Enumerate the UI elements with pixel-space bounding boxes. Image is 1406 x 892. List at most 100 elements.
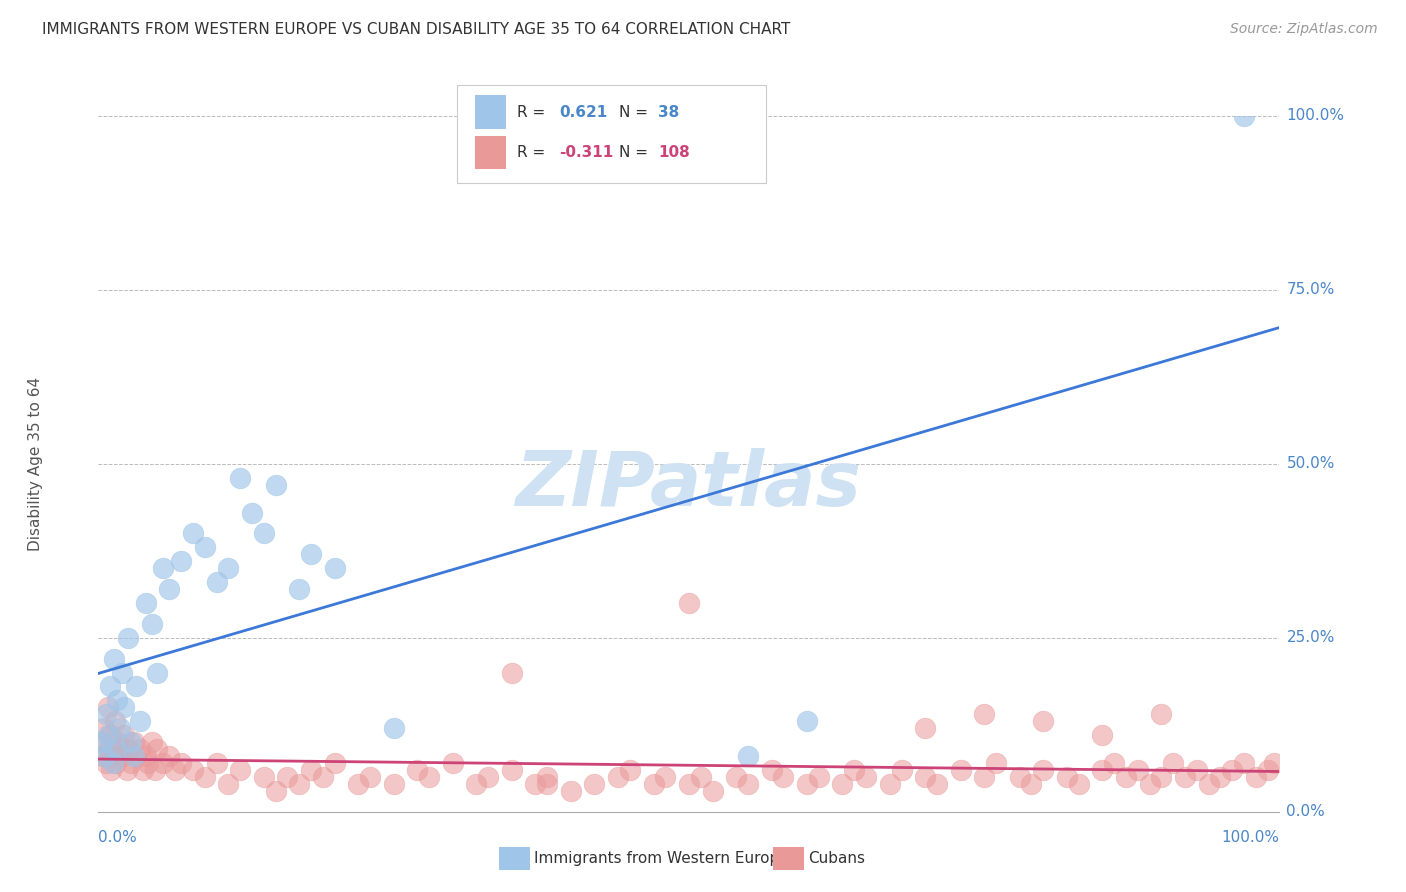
Point	[101, 749, 124, 764]
Point	[121, 756, 143, 770]
Point	[1032, 763, 1054, 777]
Point	[217, 777, 239, 791]
Point	[1067, 777, 1090, 791]
Point	[1257, 763, 1279, 777]
Point	[536, 770, 558, 784]
Point	[323, 561, 346, 575]
Point	[1139, 777, 1161, 791]
Point	[312, 770, 335, 784]
Text: 25.0%: 25.0%	[1286, 631, 1334, 645]
Point	[128, 714, 150, 729]
Point	[264, 477, 287, 491]
Point	[94, 707, 117, 722]
Point	[117, 742, 139, 756]
Text: ZIPatlas: ZIPatlas	[516, 448, 862, 522]
Point	[128, 742, 150, 756]
Point	[501, 665, 523, 680]
Point	[855, 770, 877, 784]
Point	[1185, 763, 1208, 777]
Point	[253, 526, 276, 541]
Point	[299, 547, 322, 561]
Text: 0.0%: 0.0%	[1286, 805, 1326, 819]
Point	[115, 763, 138, 777]
Point	[136, 756, 159, 770]
Point	[157, 749, 180, 764]
Point	[831, 777, 853, 791]
Point	[104, 714, 127, 729]
Point	[382, 721, 405, 735]
Point	[925, 777, 948, 791]
Point	[607, 770, 630, 784]
Point	[418, 770, 440, 784]
Point	[264, 784, 287, 798]
Point	[678, 596, 700, 610]
Point	[253, 770, 276, 784]
Point	[105, 756, 128, 770]
Point	[98, 742, 121, 756]
Point	[205, 756, 228, 770]
Point	[194, 541, 217, 555]
Point	[98, 680, 121, 694]
Point	[702, 784, 724, 798]
Point	[807, 770, 830, 784]
Point	[914, 770, 936, 784]
Point	[108, 742, 131, 756]
Point	[105, 742, 128, 756]
Point	[737, 749, 759, 764]
Point	[97, 728, 120, 742]
Point	[217, 561, 239, 575]
Point	[465, 777, 488, 791]
Point	[146, 742, 169, 756]
Point	[501, 763, 523, 777]
Point	[122, 735, 145, 749]
Point	[194, 770, 217, 784]
Point	[347, 777, 370, 791]
Point	[111, 749, 134, 764]
Point	[678, 777, 700, 791]
Point	[1198, 777, 1220, 791]
Point	[101, 756, 124, 770]
Point	[560, 784, 582, 798]
Point	[143, 763, 166, 777]
Point	[288, 582, 311, 596]
Point	[141, 616, 163, 631]
Point	[796, 714, 818, 729]
Point	[725, 770, 748, 784]
Point	[117, 631, 139, 645]
Point	[170, 554, 193, 568]
Point	[1220, 763, 1243, 777]
Point	[152, 561, 174, 575]
Text: 100.0%: 100.0%	[1222, 830, 1279, 845]
Point	[973, 770, 995, 784]
Point	[949, 763, 972, 777]
Point	[125, 749, 148, 764]
Point	[890, 763, 912, 777]
Point	[1021, 777, 1043, 791]
Point	[97, 700, 120, 714]
Point	[1209, 770, 1232, 784]
Point	[1233, 109, 1256, 123]
Text: Cubans: Cubans	[808, 852, 866, 866]
Point	[1161, 756, 1184, 770]
Point	[1244, 770, 1267, 784]
Point	[112, 700, 135, 714]
Point	[93, 749, 115, 764]
Point	[111, 665, 134, 680]
Point	[1102, 756, 1125, 770]
Point	[112, 728, 135, 742]
Text: IMMIGRANTS FROM WESTERN EUROPE VS CUBAN DISABILITY AGE 35 TO 64 CORRELATION CHAR: IMMIGRANTS FROM WESTERN EUROPE VS CUBAN …	[42, 22, 790, 37]
Point	[121, 735, 143, 749]
Point	[1150, 770, 1173, 784]
Point	[141, 735, 163, 749]
Point	[973, 707, 995, 722]
Text: 0.0%: 0.0%	[98, 830, 138, 845]
Point	[1174, 770, 1197, 784]
Point	[772, 770, 794, 784]
Point	[181, 763, 204, 777]
Point	[1150, 707, 1173, 722]
Point	[108, 721, 131, 735]
Point	[583, 777, 606, 791]
Text: Immigrants from Western Europe: Immigrants from Western Europe	[534, 852, 789, 866]
Point	[382, 777, 405, 791]
Point	[1032, 714, 1054, 729]
